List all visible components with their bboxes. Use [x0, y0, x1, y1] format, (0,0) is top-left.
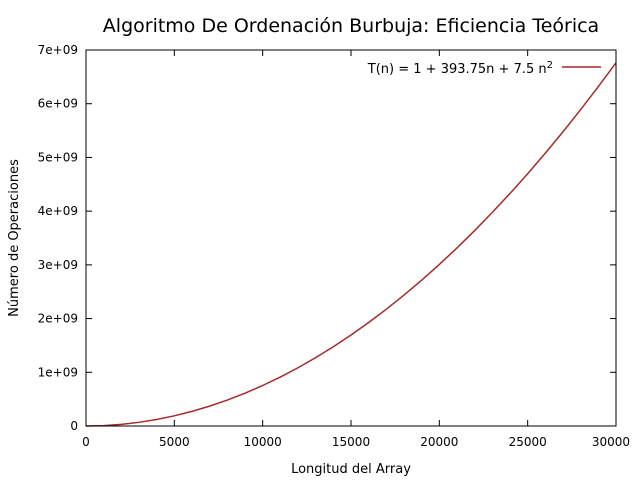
legend-label-main: T(n) = 1 + 393.75n + 7.5 n [367, 62, 547, 77]
y-axis-label: Número de Operaciones [7, 159, 22, 317]
legend-label-superscript: 2 [547, 60, 553, 71]
y-tick-label: 6e+09 [38, 97, 78, 111]
x-tick-label: 0 [82, 435, 90, 449]
x-tick-label: 30000 [592, 435, 630, 449]
plot-area-frame [85, 49, 617, 427]
y-tick-label: 5e+09 [38, 150, 78, 164]
y-tick-label: 2e+09 [38, 312, 78, 326]
x-tick-label: 5000 [159, 435, 190, 449]
y-axis-ticks: 0 1e+09 2e+09 3e+09 4e+09 5e+09 6e+09 7e+09 [38, 43, 616, 433]
y-tick-label: 7e+09 [38, 43, 78, 57]
x-tick-label: 15000 [332, 435, 370, 449]
x-axis-label: Longitud del Array [291, 462, 411, 477]
legend-label: T(n) = 1 + 393.75n + 7.5 n2 [367, 60, 553, 77]
series-line-tn [85, 62, 617, 427]
y-tick-label: 4e+09 [38, 204, 78, 218]
x-tick-label: 25000 [509, 435, 547, 449]
y-tick-label: 0 [70, 419, 78, 433]
y-tick-label: 1e+09 [38, 365, 78, 379]
x-tick-label: 10000 [244, 435, 282, 449]
x-axis-ticks: 0 5000 10000 15000 20000 25000 30000 [82, 50, 630, 449]
x-tick-label: 20000 [420, 435, 458, 449]
legend: T(n) = 1 + 393.75n + 7.5 n2 [367, 60, 601, 77]
chart-title: Algoritmo De Ordenación Burbuja: Eficien… [103, 15, 599, 37]
y-tick-label: 3e+09 [38, 258, 78, 272]
